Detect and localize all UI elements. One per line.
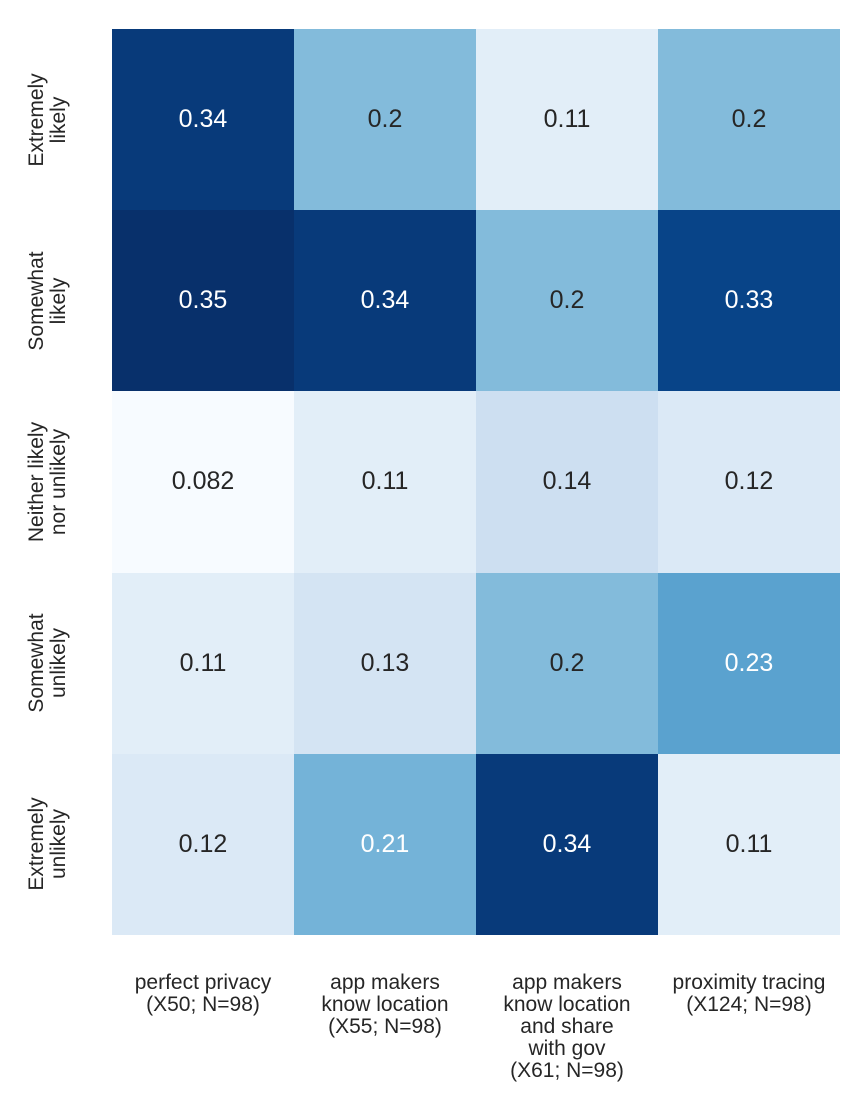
- x-tick-label-0: perfect privacy (X50; N=98): [134, 971, 272, 1016]
- x-tick-label-2: app makers know location and share with …: [503, 971, 631, 1082]
- heatmap-cell-r0c1: 0.2: [294, 29, 476, 211]
- heatmap-cell-r2c1: 0.11: [294, 391, 476, 573]
- y-tick-label-4: Extremely unlikely: [25, 797, 70, 892]
- heatmap-grid: 0.34 0.2 0.11 0.2 0.35 0.34 0.2 0.33 0.082 0.11 0.…: [112, 29, 840, 935]
- heatmap-cell-r1c1: 0.34: [294, 210, 476, 392]
- heatmap-cell-r1c2: 0.2: [476, 210, 658, 392]
- heatmap-cell-r4c2: 0.34: [476, 753, 658, 935]
- heatmap-cell-r1c0: 0.35: [112, 210, 294, 392]
- y-tick-label-3: Somewhat unlikely: [25, 613, 70, 713]
- heatmap-cell-r3c2: 0.2: [476, 572, 658, 754]
- y-tick-label-2: Neither likely nor unlikely: [25, 421, 70, 543]
- heatmap-cell-r3c3: 0.23: [658, 572, 840, 754]
- heatmap-cell-r2c2: 0.14: [476, 391, 658, 573]
- heatmap-cell-r1c3: 0.33: [658, 210, 840, 392]
- y-tick-label-0: Extremely likely: [25, 72, 70, 167]
- heatmap-cell-r2c0: 0.082: [112, 391, 294, 573]
- heatmap-cell-r0c0: 0.34: [112, 29, 294, 211]
- heatmap-cell-r4c3: 0.11: [658, 753, 840, 935]
- heatmap-cell-r3c0: 0.11: [112, 572, 294, 754]
- heatmap-cell-r0c2: 0.11: [476, 29, 658, 211]
- heatmap-cell-r0c3: 0.2: [658, 29, 840, 211]
- heatmap-cell-r4c0: 0.12: [112, 753, 294, 935]
- heatmap-cell-r4c1: 0.21: [294, 753, 476, 935]
- heatmap-cell-r2c3: 0.12: [658, 391, 840, 573]
- heatmap-cell-r3c1: 0.13: [294, 572, 476, 754]
- x-tick-label-1: app makers know location (X55; N=98): [321, 971, 449, 1038]
- x-tick-label-3: proximity tracing (X124; N=98): [672, 971, 826, 1016]
- y-tick-label-1: Somewhat likely: [25, 251, 70, 351]
